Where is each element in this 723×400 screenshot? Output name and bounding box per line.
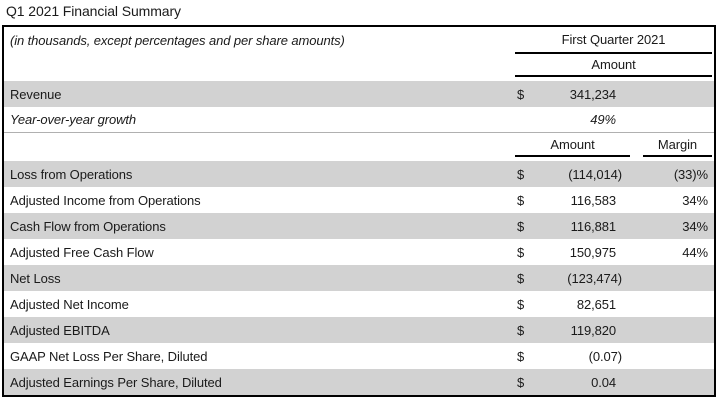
table-row-adjusted-eps: Adjusted Earnings Per Share, Diluted $ 0…: [4, 369, 714, 395]
row-label: Adjusted Earnings Per Share, Diluted: [10, 374, 222, 390]
table-row-loss-from-operations: Loss from Operations $ (114,014) (33)%: [4, 161, 714, 187]
amount-value: 0.04: [591, 374, 616, 390]
currency-symbol: $: [517, 166, 525, 182]
currency-symbol: $: [517, 374, 525, 390]
table-caption: (in thousands, except percentages and pe…: [10, 33, 345, 48]
currency-symbol: $: [517, 192, 525, 208]
table-row-adjusted-income-from-operations: Adjusted Income from Operations $ 116,58…: [4, 187, 714, 213]
amount-value: 49%: [590, 112, 616, 127]
amount-value: (114,014): [568, 166, 622, 182]
table-row-adjusted-ebitda: Adjusted EBITDA $ 119,820: [4, 317, 714, 343]
currency-symbol: $: [517, 296, 525, 312]
row-label: Adjusted Income from Operations: [10, 192, 201, 208]
period-header: First Quarter 2021: [515, 27, 712, 54]
table-header-row-period: (in thousands, except percentages and pe…: [4, 27, 714, 54]
page-title: Q1 2021 Financial Summary: [6, 3, 181, 19]
amount-value: 119,820: [570, 322, 616, 338]
amount-value: 82,651: [576, 296, 616, 312]
table-row-gaap-net-loss-per-share: GAAP Net Loss Per Share, Diluted $ (0.07…: [4, 343, 714, 369]
amount-value: (123,474): [567, 270, 622, 286]
currency-symbol: $: [517, 270, 525, 286]
amount-value: 116,881: [570, 218, 616, 234]
margin-value: 34%: [682, 218, 708, 234]
amount-value: 341,234: [569, 86, 616, 102]
margin-column-header: Margin: [643, 133, 712, 157]
row-label: Year-over-year growth: [10, 112, 137, 127]
row-label: GAAP Net Loss Per Share, Diluted: [10, 348, 208, 364]
table-row-yoy-growth: Year-over-year growth 49%: [4, 107, 714, 133]
financial-summary-table: (in thousands, except percentages and pe…: [2, 25, 716, 397]
amount-value: (0.07): [588, 348, 622, 364]
currency-symbol: $: [517, 86, 525, 102]
row-label: Loss from Operations: [10, 166, 133, 182]
row-label: Adjusted EBITDA: [10, 322, 110, 338]
currency-symbol: $: [517, 244, 525, 260]
margin-value: 34%: [682, 192, 708, 208]
amount-value: 116,583: [570, 192, 616, 208]
table-header-row-amount: Amount: [4, 54, 714, 77]
margin-value: 44%: [682, 244, 708, 260]
table-row-adjusted-net-income: Adjusted Net Income $ 82,651: [4, 291, 714, 317]
table-row-revenue: Revenue $ 341,234: [4, 81, 714, 107]
row-label: Cash Flow from Operations: [10, 218, 166, 234]
table-row-cash-flow-from-operations: Cash Flow from Operations $ 116,881 34%: [4, 213, 714, 239]
row-label: Revenue: [10, 86, 62, 102]
row-label: Adjusted Free Cash Flow: [10, 244, 154, 260]
amount-value: 150,975: [569, 244, 616, 260]
row-label: Adjusted Net Income: [10, 296, 129, 312]
amount-column-header: Amount: [515, 54, 712, 77]
table-header-row-amount-margin: Amount Margin: [4, 133, 714, 157]
margin-value: (33)%: [673, 166, 708, 182]
currency-symbol: $: [517, 218, 525, 234]
table-row-net-loss: Net Loss $ (123,474): [4, 265, 714, 291]
row-label: Net Loss: [10, 270, 61, 286]
amount-column-header: Amount: [515, 133, 630, 157]
currency-symbol: $: [517, 348, 525, 364]
currency-symbol: $: [517, 322, 525, 338]
table-row-adjusted-free-cash-flow: Adjusted Free Cash Flow $ 150,975 44%: [4, 239, 714, 265]
